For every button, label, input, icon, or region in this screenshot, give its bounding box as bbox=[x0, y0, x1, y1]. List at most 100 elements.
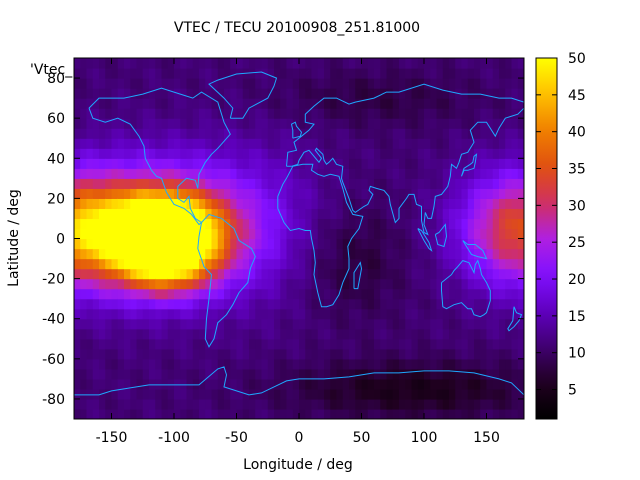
heatmap-cell bbox=[486, 98, 494, 109]
heatmap-cell bbox=[436, 288, 444, 300]
heatmap-cell bbox=[92, 408, 100, 419]
heatmap-cell bbox=[486, 148, 494, 159]
heatmap-cell bbox=[155, 78, 163, 89]
heatmap-cell bbox=[480, 278, 488, 290]
heatmap-cell bbox=[336, 278, 344, 290]
heatmap-cell bbox=[467, 318, 475, 330]
heatmap-cell bbox=[192, 338, 200, 350]
heatmap-cell bbox=[224, 378, 231, 390]
heatmap-cell bbox=[274, 88, 281, 99]
heatmap-cell bbox=[317, 108, 325, 119]
heatmap-cell bbox=[174, 218, 181, 230]
heatmap-cell bbox=[342, 328, 350, 340]
heatmap-cell bbox=[399, 138, 406, 149]
heatmap-cell bbox=[474, 408, 481, 419]
heatmap-cell bbox=[117, 118, 125, 129]
heatmap-cell bbox=[374, 268, 381, 280]
heatmap-cell bbox=[142, 58, 150, 69]
heatmap-cell bbox=[399, 118, 406, 129]
heatmap-cell bbox=[517, 348, 524, 360]
heatmap-cell bbox=[286, 408, 294, 419]
heatmap-cell bbox=[124, 218, 131, 230]
heatmap-cell bbox=[211, 318, 219, 330]
heatmap-cell bbox=[299, 68, 306, 79]
heatmap-cell bbox=[136, 78, 144, 89]
heatmap-cell bbox=[317, 128, 325, 139]
heatmap-cell bbox=[217, 128, 225, 139]
heatmap-cell bbox=[92, 108, 100, 119]
heatmap-cell bbox=[505, 238, 513, 250]
heatmap-cell bbox=[180, 128, 188, 139]
heatmap-cell bbox=[311, 298, 319, 310]
heatmap-cell bbox=[361, 168, 369, 179]
heatmap-cells bbox=[74, 58, 524, 419]
heatmap-cell bbox=[417, 328, 425, 340]
heatmap-cell bbox=[167, 238, 175, 250]
heatmap-cell bbox=[480, 58, 488, 69]
heatmap-cell bbox=[367, 358, 375, 370]
heatmap-cell bbox=[436, 198, 444, 210]
heatmap-cell bbox=[511, 138, 519, 149]
heatmap-cell bbox=[305, 268, 313, 280]
heatmap-cell bbox=[267, 148, 275, 159]
heatmap-cell bbox=[299, 238, 306, 250]
heatmap-cell bbox=[411, 268, 419, 280]
heatmap-cell bbox=[486, 408, 494, 419]
heatmap-cell bbox=[367, 288, 375, 300]
heatmap-cell bbox=[192, 388, 200, 400]
heatmap-cell bbox=[405, 348, 413, 360]
heatmap-cell bbox=[286, 208, 294, 220]
heatmap-cell bbox=[505, 178, 513, 189]
heatmap-cell bbox=[286, 58, 294, 69]
heatmap-cell bbox=[317, 388, 325, 400]
heatmap-cell bbox=[374, 358, 381, 370]
heatmap-cell bbox=[236, 308, 244, 320]
heatmap-cell bbox=[117, 298, 125, 310]
heatmap-cell bbox=[124, 268, 131, 280]
heatmap-cell bbox=[399, 258, 406, 270]
heatmap-cell bbox=[292, 188, 300, 199]
heatmap-cell bbox=[286, 238, 294, 250]
heatmap-cell bbox=[174, 248, 181, 260]
heatmap-cell bbox=[174, 408, 181, 419]
heatmap-cell bbox=[505, 368, 513, 380]
heatmap-cell bbox=[242, 168, 250, 179]
heatmap-cell bbox=[136, 258, 144, 270]
heatmap-cell bbox=[392, 78, 400, 89]
heatmap-cell bbox=[474, 88, 481, 99]
heatmap-cell bbox=[105, 188, 113, 199]
heatmap-cell bbox=[192, 318, 200, 330]
heatmap-cell bbox=[342, 108, 350, 119]
heatmap-cell bbox=[405, 128, 413, 139]
heatmap-cell bbox=[161, 188, 169, 199]
heatmap-cell bbox=[330, 248, 338, 260]
heatmap-cell bbox=[349, 298, 356, 310]
heatmap-cell bbox=[261, 128, 269, 139]
colorbar-tick-label: 25 bbox=[568, 235, 586, 251]
heatmap-cell bbox=[442, 398, 450, 410]
heatmap-cell bbox=[317, 58, 325, 69]
heatmap-cell bbox=[349, 158, 356, 169]
heatmap-cell bbox=[124, 148, 131, 159]
heatmap-cell bbox=[167, 358, 175, 370]
heatmap-cell bbox=[455, 118, 463, 129]
heatmap-cell bbox=[211, 88, 219, 99]
heatmap-cell bbox=[499, 338, 506, 350]
heatmap-cell bbox=[255, 218, 263, 230]
heatmap-cell bbox=[492, 108, 500, 119]
heatmap-cell bbox=[99, 168, 106, 179]
heatmap-cell bbox=[74, 228, 81, 240]
heatmap-cell bbox=[199, 188, 206, 199]
heatmap-cell bbox=[192, 248, 200, 260]
heatmap-cell bbox=[361, 248, 369, 260]
heatmap-cell bbox=[211, 58, 219, 69]
heatmap-cell bbox=[292, 68, 300, 79]
heatmap-cell bbox=[292, 388, 300, 400]
heatmap-cell bbox=[324, 238, 331, 250]
heatmap-cell bbox=[205, 108, 213, 119]
heatmap-cell bbox=[499, 358, 506, 370]
heatmap-cell bbox=[99, 158, 106, 169]
heatmap-cell bbox=[474, 68, 481, 79]
heatmap-cell bbox=[386, 258, 394, 270]
